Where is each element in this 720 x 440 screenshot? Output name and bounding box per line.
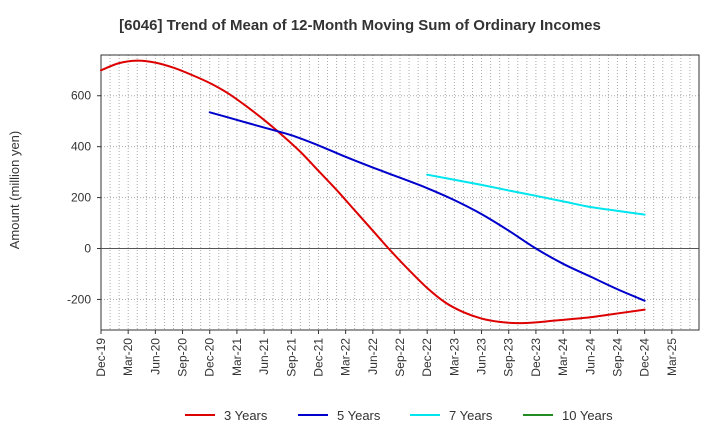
legend-label: 7 Years [449, 408, 493, 423]
series-group [100, 59, 646, 325]
x-tick-label: Jun-22 [366, 338, 380, 375]
x-tick-label: Mar-21 [230, 338, 244, 376]
x-tick-labels: Dec-19 Mar-20 Jun-20 Sep-20 Dec-20 Mar-21 Jun-… [94, 330, 679, 377]
chart-title: [6046] Trend of Mean of 12-Month Moving … [119, 17, 601, 34]
y-tick-label: 200 [71, 191, 91, 205]
x-tick-label: Mar-22 [339, 338, 353, 376]
y-tick-label: -200 [67, 292, 91, 306]
legend-label: 10 Years [562, 408, 613, 423]
y-axis-title: Amount (million yen) [7, 131, 22, 250]
x-tick-label: Jun-21 [257, 338, 271, 375]
x-tick-label: Dec-20 [203, 338, 217, 377]
x-tick-label: Sep-24 [610, 338, 624, 377]
x-tick-label: Sep-22 [393, 338, 407, 377]
series-line-5-years [208, 111, 646, 302]
y-tick-label: 600 [71, 89, 91, 103]
x-tick-label: Mar-20 [121, 338, 135, 376]
series-line-3-years [100, 59, 646, 325]
y-tick-labels: 600 400 200 0 -200 [67, 89, 101, 306]
legend-label: 5 Years [337, 408, 381, 423]
x-tick-label: Mar-25 [665, 338, 679, 376]
x-tick-label: Sep-23 [502, 338, 516, 377]
x-tick-label: Dec-21 [311, 338, 325, 377]
series-line-7-years [426, 173, 646, 216]
y-tick-label: 0 [84, 242, 91, 256]
x-tick-label: Mar-23 [447, 338, 461, 376]
x-tick-label: Jun-24 [583, 338, 597, 375]
x-tick-label: Dec-23 [529, 338, 543, 377]
x-tick-label: Mar-24 [556, 338, 570, 376]
plot-frame [100, 54, 700, 331]
x-tick-label: Sep-21 [284, 338, 298, 377]
grid [101, 55, 699, 330]
x-tick-label: Dec-24 [638, 338, 652, 377]
x-tick-label: Sep-20 [176, 338, 190, 377]
x-tick-label: Jun-23 [475, 338, 489, 375]
x-tick-label: Dec-19 [94, 338, 108, 377]
legend-label: 3 Years [224, 408, 268, 423]
x-tick-label: Dec-22 [420, 338, 434, 377]
legend: 3 Years 5 Years 7 Years 10 Years [185, 408, 613, 423]
y-tick-label: 400 [71, 140, 91, 154]
x-tick-label: Jun-20 [148, 338, 162, 375]
